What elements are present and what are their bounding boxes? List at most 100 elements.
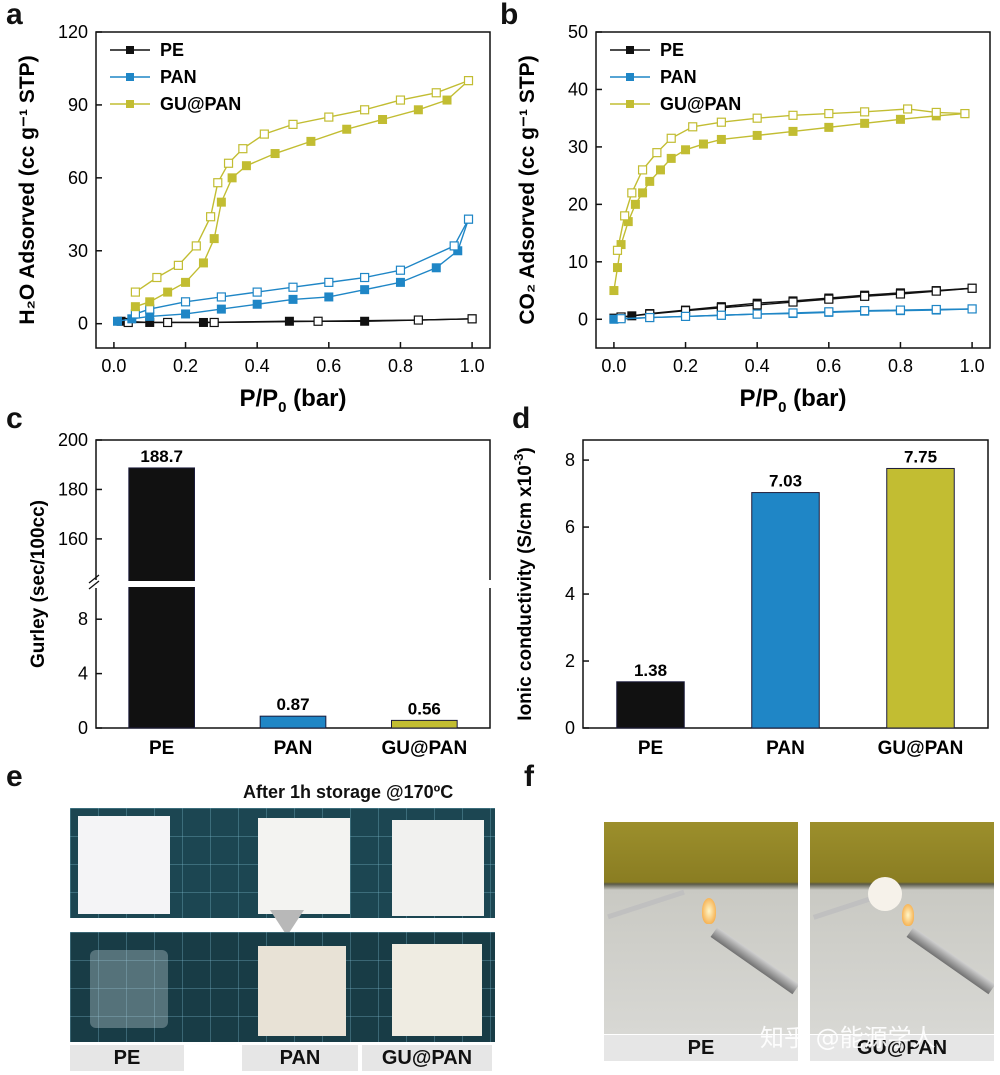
data-point-open-pan xyxy=(324,277,334,287)
data-point-open-pe xyxy=(824,294,834,304)
y-tick-label: 8 xyxy=(78,609,88,629)
bar-pe xyxy=(616,681,685,729)
data-point-filled-gu-pan xyxy=(645,176,655,186)
data-point-open-pe xyxy=(788,297,798,307)
data-point-open-pan xyxy=(360,272,370,283)
legend-label: PE xyxy=(660,40,684,60)
data-point-filled-gu-pan xyxy=(306,136,316,146)
legend-marker xyxy=(626,73,634,81)
panel-e-label-gupan: GU@PAN xyxy=(362,1045,492,1071)
data-point-open-gu-pan xyxy=(627,188,637,198)
x-axis-label: P/P0 (bar) xyxy=(739,385,846,416)
y-tick-label: 0 xyxy=(565,718,575,738)
data-point-open-pe xyxy=(967,283,977,293)
data-point-filled-gu-pan xyxy=(163,287,173,297)
data-point-open-gu-pan xyxy=(931,107,941,118)
panel-e-label-pe: PE xyxy=(70,1045,184,1071)
y-axis-label: H₂O Adsorved (cc g⁻¹ STP) xyxy=(16,55,39,324)
tweezer-icon xyxy=(607,889,685,920)
x-axis-label: P/P0 (bar) xyxy=(239,385,346,416)
data-point-open-pe xyxy=(413,315,423,325)
x-tick-label: 1.0 xyxy=(460,356,485,376)
chart-d-ionic-conductivity-bar: 0 2 4 6 8 1.38 PE 7.03 PAN 7.75 GU@PAN Ionic conduc… xyxy=(511,439,989,759)
data-point-filled-gu-pan xyxy=(638,188,648,198)
data-point-open-pe xyxy=(752,300,762,310)
data-point-open-gu-pan xyxy=(130,287,140,297)
x-tick-label: 0.6 xyxy=(316,356,341,376)
x-axis-label-subscript: 0 xyxy=(778,399,786,416)
x-tick-label: 0.0 xyxy=(601,356,626,376)
x-axis-label-tail: (bar) xyxy=(787,385,847,412)
data-point-open-pan xyxy=(680,311,691,321)
x-tick-label: GU@PAN xyxy=(381,738,467,759)
legend-marker xyxy=(126,46,134,54)
x-axis-label-tail: (bar) xyxy=(287,385,347,412)
bar-pan xyxy=(751,492,820,729)
legend-marker xyxy=(126,100,134,108)
lighter-icon xyxy=(906,927,994,995)
data-point-open-gu-pan xyxy=(960,108,970,119)
bar-gu-pan xyxy=(391,719,458,729)
data-point-filled-pe xyxy=(360,316,370,326)
data-point-open-pe xyxy=(931,286,941,296)
y-axis-label: Ionic conductivity (S/cm x10-3) xyxy=(511,447,536,720)
data-point-open-pan xyxy=(967,304,977,314)
data-point-filled-gu-pan xyxy=(752,130,762,140)
data-point-open-pan xyxy=(788,308,798,318)
x-tick-label: PAN xyxy=(274,738,313,759)
y-tick-label: 4 xyxy=(565,584,575,604)
plot-frame xyxy=(595,31,991,349)
panel-e-photo-before xyxy=(70,808,495,918)
data-point-open-pan xyxy=(752,309,762,319)
bar-value-label-pe: 188.7 xyxy=(140,447,183,466)
data-point-filled-gu-pan xyxy=(181,277,191,287)
data-point-filled-gu-pan xyxy=(198,258,208,268)
panel-letter-c: c xyxy=(6,402,23,435)
panel-f-label-pe: PE xyxy=(604,1035,798,1061)
data-point-open-pe xyxy=(860,291,870,301)
y-tick-label: 160 xyxy=(58,529,88,549)
data-point-filled-pe xyxy=(284,316,294,326)
data-point-open-pan xyxy=(860,306,870,316)
panel-letter-d: d xyxy=(512,402,531,435)
x-tick-label: 0.4 xyxy=(245,356,270,376)
y-tick-label: 0 xyxy=(578,309,588,329)
data-point-filled-gu-pan xyxy=(612,263,622,273)
x-tick-label: 0.4 xyxy=(745,356,770,376)
membrane-disc-icon xyxy=(868,877,902,911)
data-point-filled-pan xyxy=(431,263,441,273)
data-point-open-pan xyxy=(716,310,726,320)
data-point-open-pan xyxy=(463,214,474,224)
y-tick-label: 30 xyxy=(68,241,88,261)
data-point-filled-gu-pan xyxy=(666,153,676,163)
y-tick-label: 30 xyxy=(568,137,588,157)
panel-letter-b: b xyxy=(500,0,519,31)
data-point-filled-pan xyxy=(252,299,262,309)
data-point-open-gu-pan xyxy=(191,241,201,251)
bar-pe xyxy=(128,467,195,729)
legend-marker xyxy=(626,100,634,108)
panel-e-photo-after xyxy=(70,932,495,1042)
axis-break-mark xyxy=(88,574,100,584)
legend-label: GU@PAN xyxy=(160,94,241,114)
data-point-filled-gu-pan xyxy=(655,165,665,175)
data-point-open-pan xyxy=(252,287,262,297)
data-point-open-pan xyxy=(449,241,459,251)
data-point-filled-gu-pan xyxy=(216,197,226,207)
bar-pan xyxy=(259,715,327,729)
series-line-desorption-pe xyxy=(128,318,473,324)
data-point-open-pan xyxy=(216,292,226,302)
x-axis-label-subscript: 0 xyxy=(278,399,286,416)
data-point-filled-pan xyxy=(288,294,298,304)
data-point-open-pe xyxy=(163,317,173,328)
data-point-filled-pe xyxy=(627,311,637,321)
data-point-open-gu-pan xyxy=(238,144,248,154)
gupan-sample-before xyxy=(392,820,484,916)
data-point-open-gu-pan xyxy=(223,158,234,168)
bar-gu-pan xyxy=(886,467,955,729)
y-tick-label: 200 xyxy=(58,430,88,450)
bar-value-label-gu-pan: 7.75 xyxy=(904,447,937,466)
data-point-open-pan xyxy=(288,282,298,292)
y-axis-label-tail: ) xyxy=(515,447,536,453)
down-arrow-icon xyxy=(270,910,304,936)
